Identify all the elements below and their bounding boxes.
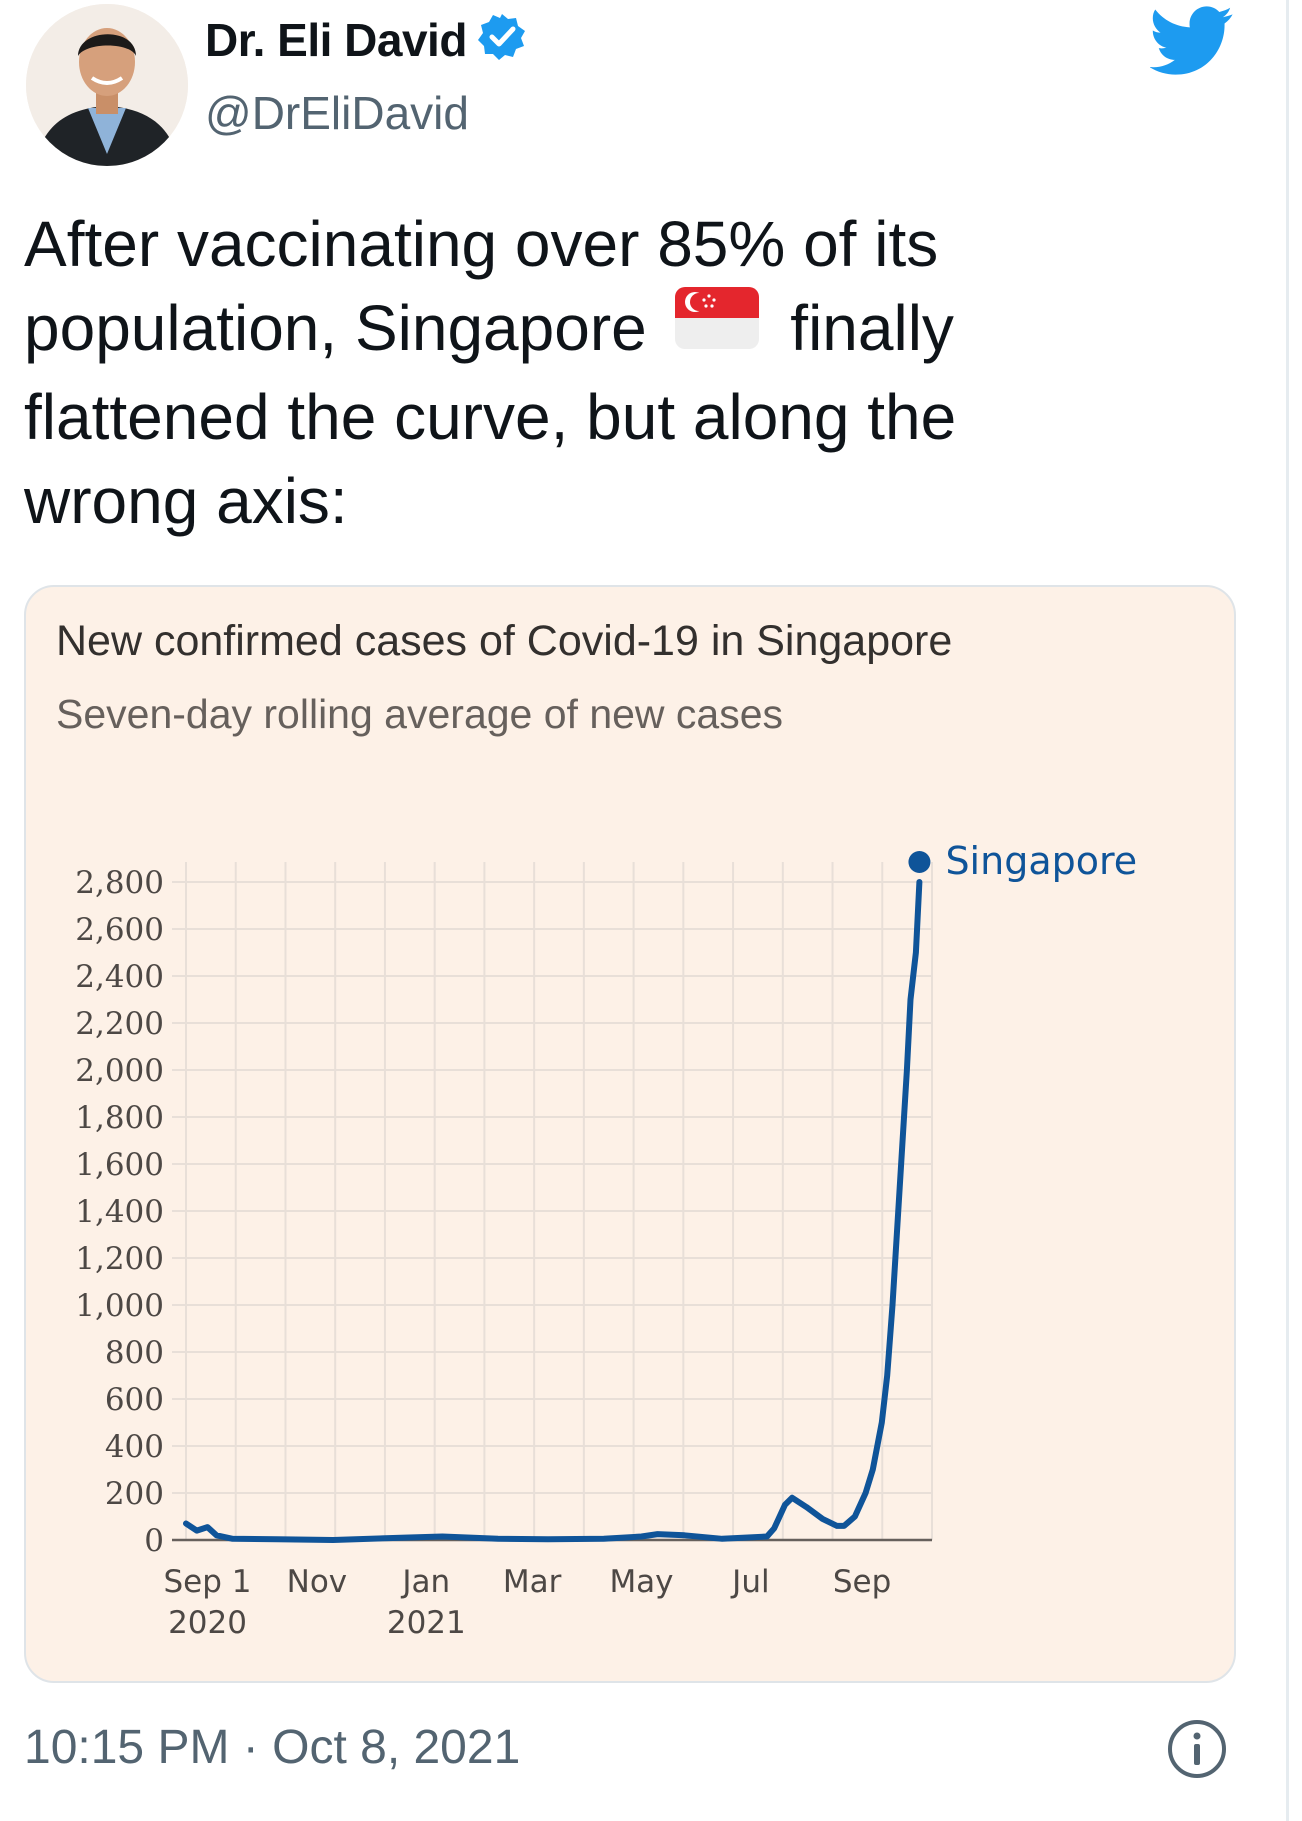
info-icon[interactable] xyxy=(1166,1718,1228,1785)
x-tick-label: Sep 1 xyxy=(164,1564,252,1600)
y-tick-label: 2,000 xyxy=(75,1053,164,1089)
y-tick-label: 1,000 xyxy=(75,1288,164,1324)
chart-title: New confirmed cases of Covid-19 in Singa… xyxy=(56,617,953,665)
y-tick-label: 1,400 xyxy=(75,1194,164,1230)
page-edge-divider xyxy=(1286,0,1289,1821)
x-tick-label: Mar xyxy=(503,1564,562,1600)
y-tick-label: 2,400 xyxy=(75,959,164,995)
series-line-singapore xyxy=(183,879,923,1543)
y-tick-label: 2,600 xyxy=(75,912,164,948)
author-handle[interactable]: @DrEliDavid xyxy=(205,87,469,139)
y-tick-label: 400 xyxy=(105,1429,164,1465)
tweet-line-4: wrong axis: xyxy=(24,465,348,538)
series-end-marker xyxy=(908,851,931,873)
y-tick-label: 600 xyxy=(105,1382,164,1418)
y-tick-label: 1,800 xyxy=(75,1100,164,1136)
x-tick-label: Nov xyxy=(287,1564,348,1600)
tweet-line-2: population, Singapore finally xyxy=(24,286,1254,375)
y-tick-label: 1,200 xyxy=(75,1241,164,1277)
tweet-line-2a: population, Singapore xyxy=(24,292,647,364)
y-tick-label: 800 xyxy=(105,1335,164,1371)
x-tick-label: May xyxy=(609,1564,673,1600)
author-name[interactable]: Dr. Eli David xyxy=(205,13,467,66)
chart-plot: 2,800 2,600 2,400 2,200 2,000 1,800 1,600 1,400… xyxy=(75,839,1137,1641)
tweet-timestamp[interactable]: 10:15 PM · Oct 8, 2021 xyxy=(24,1721,521,1774)
author-avatar[interactable] xyxy=(26,4,188,166)
x-tick-year-label: 2021 xyxy=(387,1605,466,1641)
x-tick-label: Jul xyxy=(730,1564,769,1600)
tweet-line-1: After vaccinating over 85% of its xyxy=(24,208,939,280)
y-tick-label: 2,800 xyxy=(75,865,164,901)
x-tick-year-label: 2020 xyxy=(168,1605,247,1641)
singapore-flag-emoji xyxy=(674,285,759,369)
tweet-line-3: flattened the curve, but along the xyxy=(24,381,957,454)
series-label-singapore: Singapore xyxy=(945,839,1137,883)
author-name-row: Dr. Eli David xyxy=(205,12,527,67)
tweet-line-2b: finally xyxy=(790,292,954,364)
y-tick-label: 2,200 xyxy=(75,1006,164,1042)
chart-subtitle: Seven-day rolling average of new cases xyxy=(56,691,784,737)
tweet-text: After vaccinating over 85% of its popula… xyxy=(24,202,1254,543)
avatar-portrait xyxy=(26,4,188,166)
x-tick-label: Jan xyxy=(400,1564,450,1600)
y-tick-label: 1,600 xyxy=(75,1147,164,1183)
y-tick-label: 200 xyxy=(105,1476,164,1512)
chart-card[interactable]: New confirmed cases of Covid-19 in Singa… xyxy=(24,585,1236,1683)
verified-badge-icon xyxy=(477,12,527,67)
y-tick-label: 0 xyxy=(144,1523,164,1559)
x-tick-label: Sep xyxy=(833,1564,891,1600)
twitter-bird-icon[interactable] xyxy=(1149,6,1234,81)
